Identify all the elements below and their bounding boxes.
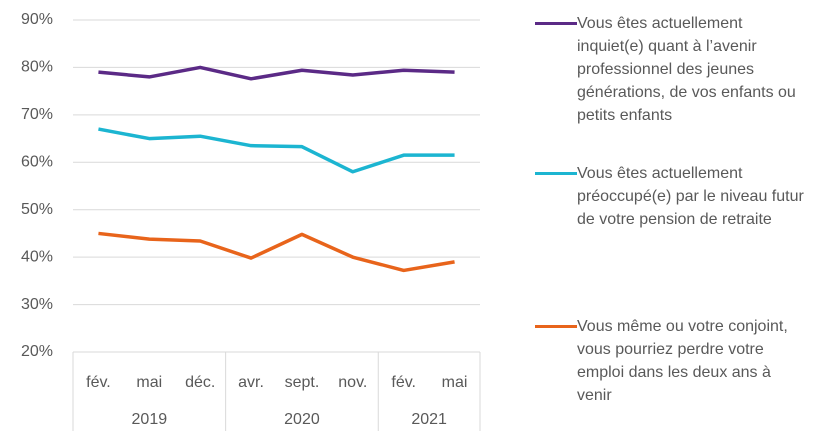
x-tick-label: nov.	[338, 374, 367, 391]
x-tick-label: mai	[136, 374, 162, 391]
y-tick-label: 90%	[21, 11, 53, 28]
series-line	[98, 65, 455, 81]
y-tick-label: 80%	[21, 59, 53, 76]
legend-swatch	[535, 22, 577, 25]
y-tick-label: 50%	[21, 201, 53, 218]
legend-item: Vous même ou votre conjoint, vous pourri…	[535, 315, 815, 407]
y-tick-label: 60%	[21, 154, 53, 171]
y-tick-label: 30%	[21, 296, 53, 313]
series-line	[98, 231, 455, 273]
y-tick-label: 40%	[21, 248, 53, 265]
legend-label: Vous êtes actuellement préoccupé(e) par …	[577, 165, 804, 228]
x-tick-label: avr.	[238, 374, 264, 391]
series-line	[98, 127, 455, 174]
x-tick-label: fév.	[391, 374, 416, 391]
x-tick-label: fév.	[86, 374, 111, 391]
legend-swatch	[535, 172, 577, 175]
legend-label: Vous même ou votre conjoint, vous pourri…	[577, 318, 788, 404]
x-group-label: 2020	[284, 411, 320, 428]
legend-label: Vous êtes actuellement inquiet(e) quant …	[577, 15, 796, 124]
x-tick-label: mai	[442, 374, 468, 391]
x-group-label: 2019	[132, 411, 168, 428]
legend-item: Vous êtes actuellement inquiet(e) quant …	[535, 12, 815, 127]
x-tick-label: sept.	[285, 374, 320, 391]
y-tick-label: 70%	[21, 106, 53, 123]
x-group-label: 2021	[411, 411, 447, 428]
y-tick-label: 20%	[21, 343, 53, 360]
legend-swatch	[535, 325, 577, 328]
x-tick-label: déc.	[185, 374, 215, 391]
legend-item: Vous êtes actuellement préoccupé(e) par …	[535, 162, 815, 231]
